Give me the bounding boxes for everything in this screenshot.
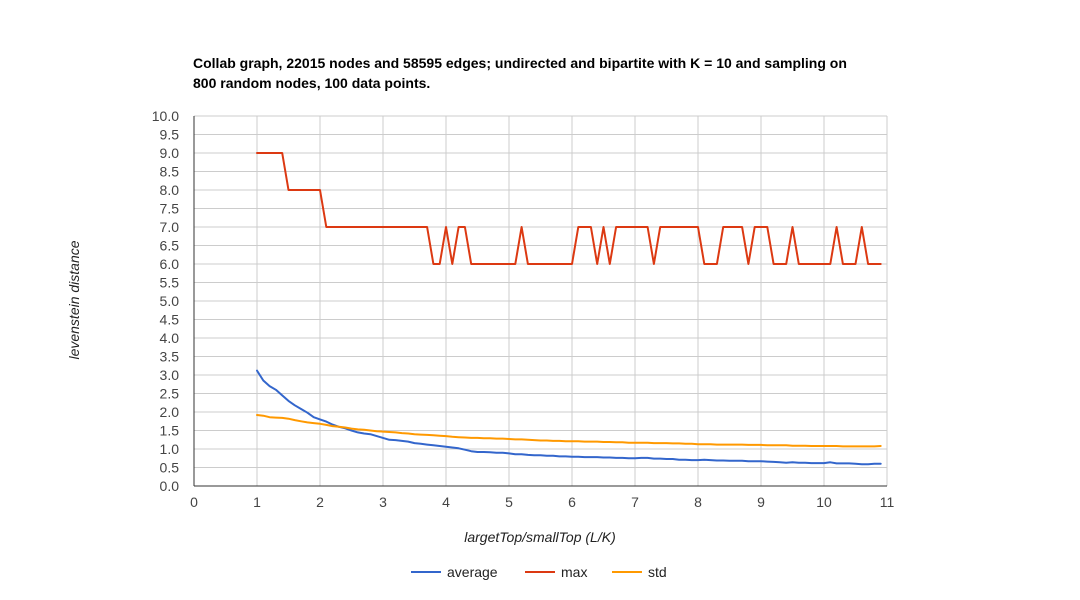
series-line-average [256,369,882,466]
x-tick-label: 0 [190,494,198,510]
y-tick-label: 10.0 [152,108,179,124]
y-tick-label: 9.0 [160,145,180,161]
y-tick-label: 0.5 [160,460,180,476]
y-tick-label: 2.5 [160,386,180,402]
y-tick-label: 9.5 [160,127,180,143]
y-tick-label: 1.0 [160,441,180,457]
legend-label-average: average [447,564,498,580]
y-tick-label: 5.5 [160,275,180,291]
legend-label-std: std [648,564,667,580]
x-tick-label: 6 [568,494,576,510]
y-tick-label: 6.0 [160,256,180,272]
x-tick-label: 2 [316,494,324,510]
x-tick-label: 3 [379,494,387,510]
x-tick-label: 9 [757,494,765,510]
legend-item-max: max [525,564,587,580]
legend-label-max: max [561,564,587,580]
y-tick-label: 4.5 [160,312,180,328]
y-tick-label: 3.0 [160,367,180,383]
x-tick-labels: 0 1 2 3 4 5 6 7 8 9 10 11 [190,494,894,510]
x-tick-label: 1 [253,494,261,510]
y-tick-label: 0.0 [160,478,180,494]
x-tick-label: 7 [631,494,639,510]
legend-item-std: std [612,564,667,580]
y-axis-label: levenstein distance [66,240,82,359]
y-tick-label: 8.0 [160,182,180,198]
x-tick-label: 10 [816,494,832,510]
y-tick-label: 4.0 [160,330,180,346]
y-tick-label: 7.5 [160,201,180,217]
x-tick-label: 5 [505,494,513,510]
series-line-max [256,152,882,265]
legend: average max std [411,564,667,580]
y-tick-label: 2.0 [160,404,180,420]
y-tick-label: 8.5 [160,164,180,180]
y-tick-label: 3.5 [160,349,180,365]
x-axis-label: largetTop/smallTop (L/K) [464,529,615,545]
x-tick-label: 4 [442,494,450,510]
series-lines [256,152,882,466]
chart-title-line-1: Collab graph, 22015 nodes and 58595 edge… [193,55,847,71]
y-tick-label: 5.0 [160,293,180,309]
y-tick-label: 1.5 [160,423,180,439]
x-tick-label: 11 [880,494,895,510]
gridlines [194,115,888,486]
y-tick-label: 6.5 [160,238,180,254]
chart-title-line-2: 800 random nodes, 100 data points. [193,75,430,91]
series-line-std [256,414,882,448]
y-tick-labels: 0.0 0.5 1.0 1.5 2.0 2.5 3.0 3.5 4.0 4.5 5.0 5.5 6.0 6… [152,108,179,494]
x-tick-label: 8 [694,494,702,510]
legend-item-average: average [411,564,498,580]
y-tick-label: 7.0 [160,219,180,235]
axes [193,116,887,487]
